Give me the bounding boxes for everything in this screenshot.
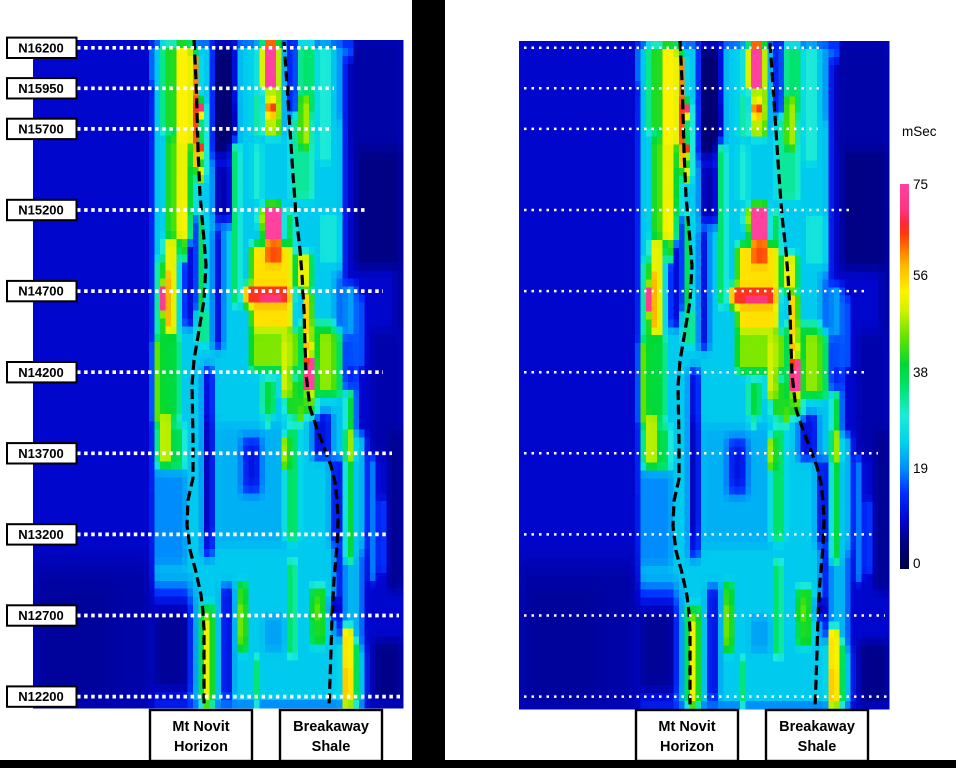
svg-text:Shale: Shale — [312, 739, 351, 755]
svg-text:N13700: N13700 — [18, 446, 64, 461]
svg-text:0: 0 — [913, 556, 921, 571]
svg-text:75: 75 — [913, 177, 928, 192]
svg-text:38: 38 — [913, 365, 928, 380]
svg-text:N14200: N14200 — [18, 365, 64, 380]
svg-text:56: 56 — [913, 268, 928, 283]
svg-text:N15200: N15200 — [18, 203, 64, 218]
svg-text:mSec: mSec — [902, 124, 937, 139]
svg-text:N15700: N15700 — [18, 122, 64, 137]
svg-text:Breakaway: Breakaway — [293, 719, 369, 735]
svg-text:N12700: N12700 — [18, 608, 64, 623]
svg-text:N12200: N12200 — [18, 689, 64, 704]
svg-text:N15950: N15950 — [18, 81, 64, 96]
svg-text:Breakaway: Breakaway — [779, 719, 855, 735]
svg-text:Shale: Shale — [798, 739, 837, 755]
svg-text:N16200: N16200 — [18, 40, 64, 55]
svg-text:Horizon: Horizon — [660, 739, 714, 755]
svg-text:N13200: N13200 — [18, 527, 64, 542]
svg-text:Horizon: Horizon — [174, 739, 228, 755]
svg-text:N14700: N14700 — [18, 284, 64, 299]
svg-text:19: 19 — [913, 461, 928, 476]
svg-text:Mt Novit: Mt Novit — [658, 719, 715, 735]
svg-text:Mt Novit: Mt Novit — [172, 719, 229, 735]
